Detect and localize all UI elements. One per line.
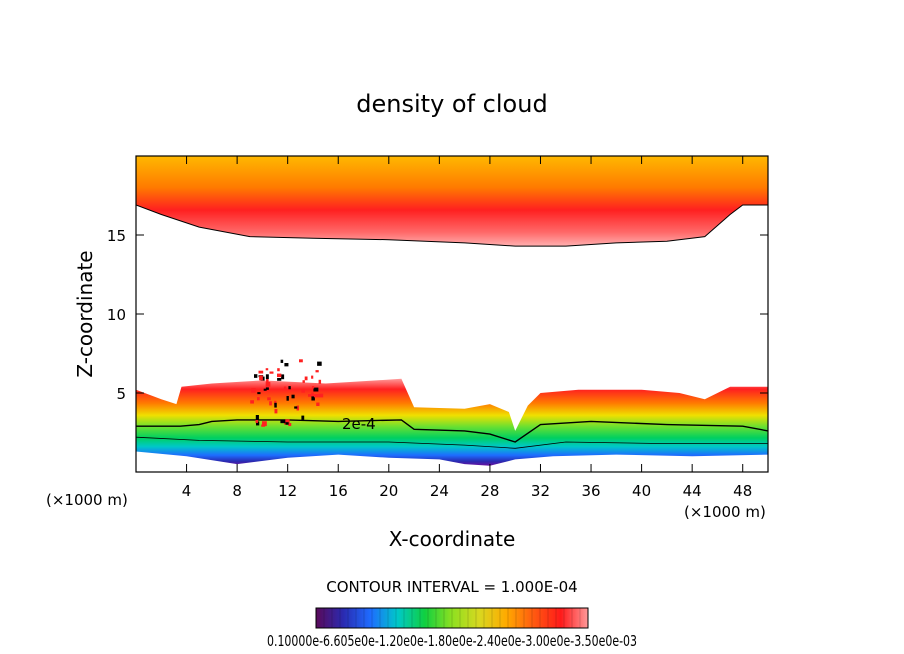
speckle-dot (265, 374, 269, 380)
x-tick-label: 32 (531, 482, 550, 500)
speckle-dot (265, 387, 269, 390)
x-tick-label: 16 (329, 482, 348, 500)
y-tick-label: 10 (107, 306, 126, 324)
colorbar-labels: 0.10000e-6.605e0e-1.20e0e-1.80e0e-2.40e0… (267, 632, 637, 650)
speckle-dot (285, 419, 290, 424)
speckle-dot (291, 394, 295, 399)
speckle-dot (250, 400, 254, 404)
speckle-dot (316, 402, 320, 406)
x-tick-label: 20 (379, 482, 398, 500)
speckle-dot (277, 368, 280, 372)
x-tick-label: 24 (430, 482, 449, 500)
x-tick-label: 36 (581, 482, 600, 500)
speckle-dot (317, 361, 322, 366)
x-axis: 4 8 12 16 20 24 28 32 36 40 44 48 (182, 156, 752, 500)
speckle-dot (274, 402, 277, 408)
contour-line-inner (136, 436, 768, 449)
contour-interval: CONTOUR INTERVAL = 1.000E-04 (326, 578, 577, 596)
colorbar-bands (323, 608, 581, 628)
plot-area (136, 156, 768, 466)
speckle-dot (318, 379, 322, 384)
speckle-dot (314, 394, 319, 398)
speckle-dot (281, 374, 285, 380)
speckle-dot (313, 387, 319, 392)
speckle-dot (265, 381, 271, 387)
speckle-dot (304, 376, 308, 381)
speckle-dot (296, 405, 300, 411)
speckle-dot (251, 388, 256, 393)
convective-speckle (250, 359, 324, 427)
speckle-dot (255, 420, 259, 423)
speckle-dot (280, 359, 284, 363)
speckle-dot (288, 423, 292, 427)
contour-line-2e-4 (136, 419, 768, 443)
speckle-dot (269, 401, 272, 406)
x-tick-label: 40 (632, 482, 651, 500)
y-axis: 5 10 15 (107, 227, 768, 403)
speckle-dot (299, 359, 303, 363)
x-tick-label: 28 (480, 482, 499, 500)
speckle-dot (301, 415, 305, 420)
speckle-dot (311, 386, 315, 389)
speckle-dot (288, 386, 291, 390)
x-tick-label: 48 (733, 482, 752, 500)
x-tick-label: 12 (278, 482, 297, 500)
speckle-dot (302, 380, 305, 383)
y-axis-label: Z-coordinate (73, 250, 97, 377)
x-axis-label: X-coordinate (389, 527, 516, 551)
speckle-dot (301, 388, 305, 393)
speckle-dot (259, 375, 263, 381)
x-unit-label: (×1000 m) (46, 491, 128, 509)
speckle-dot (308, 394, 312, 397)
speckle-dot (266, 378, 269, 383)
x-tick-label: 8 (232, 482, 242, 500)
speckle-dot (294, 406, 298, 409)
chart-title: density of cloud (356, 90, 547, 118)
lower-cloud-layer (136, 378, 768, 466)
speckle-dot (274, 409, 278, 414)
x-tick-label: 4 (182, 482, 192, 500)
speckle-dot (311, 392, 314, 397)
speckle-dot (265, 368, 269, 371)
speckle-dot (254, 374, 258, 378)
speckle-dot (261, 424, 266, 427)
speckle-dot (263, 388, 267, 391)
speckle-dot (277, 378, 282, 381)
speckle-dot (311, 375, 314, 379)
contour-label: 2e-4 (342, 415, 376, 433)
speckle-dot (284, 363, 289, 367)
speckle-dot (283, 386, 287, 390)
speckle-dot (285, 422, 289, 425)
speckle-dot (269, 371, 274, 374)
speckle-dot (286, 396, 289, 401)
speckle-dot (257, 392, 261, 395)
speckle-dot (255, 415, 259, 420)
speckle-dot (262, 421, 267, 427)
x-tick-label: 44 (683, 482, 702, 500)
speckle-dot (257, 397, 260, 401)
y-tick-label: 15 (107, 227, 126, 245)
speckle-dot (267, 397, 271, 401)
upper-cloud-layer (136, 156, 768, 247)
speckle-dot (280, 419, 286, 424)
colorbar (315, 607, 589, 629)
speckle-dot (318, 393, 324, 398)
speckle-dot (277, 373, 282, 378)
speckle-dot (258, 370, 264, 374)
upper-cloud-boundary (136, 204, 768, 247)
x-unit-label-right: (×1000 m) (684, 503, 766, 521)
speckle-dot (315, 370, 319, 373)
speckle-dot (311, 396, 315, 401)
y-tick-label: 5 (116, 385, 126, 403)
speckle-dot (256, 421, 260, 426)
